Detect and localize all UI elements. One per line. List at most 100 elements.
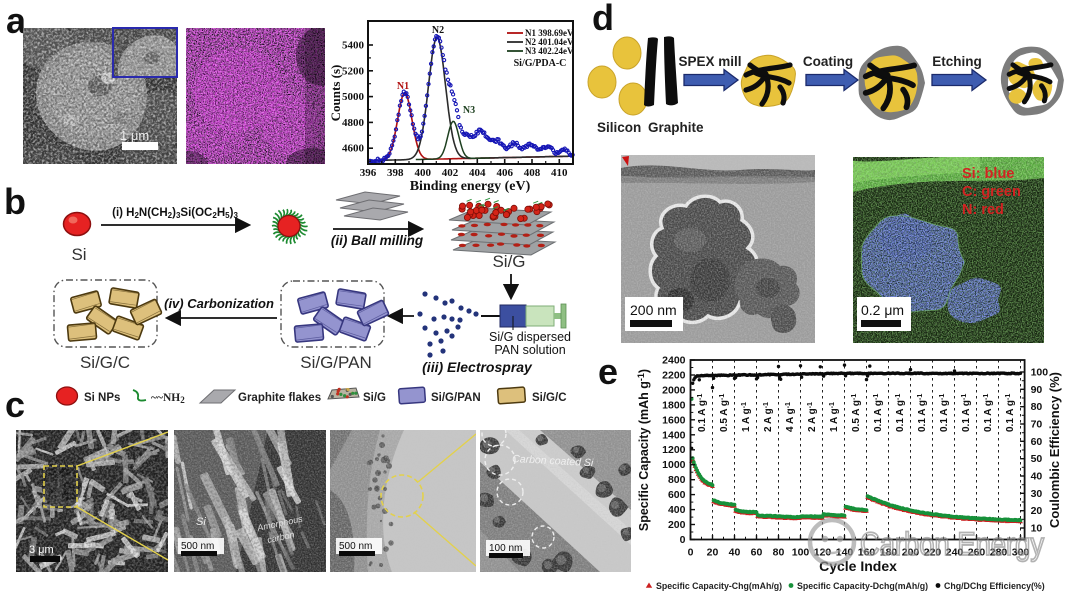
svg-text:0.1 A g-1: 0.1 A g-1 (917, 394, 928, 432)
svg-text:80: 80 (773, 547, 785, 559)
svg-text:Si/G: Si/G (363, 392, 386, 404)
svg-text:Si/G/C: Si/G/C (532, 392, 567, 404)
svg-text:Coulombic Efficiency (%): Coulombic Efficiency (%) (1047, 372, 1062, 528)
svg-text:Si/G/PDA-C: Si/G/PDA-C (514, 58, 567, 69)
svg-text:2 A g-1: 2 A g-1 (807, 402, 818, 432)
svg-text:Si/G/PAN: Si/G/PAN (300, 353, 371, 372)
svg-text:400: 400 (668, 504, 686, 516)
svg-text:260: 260 (968, 547, 986, 559)
svg-text:b: b (4, 181, 26, 222)
svg-text:180: 180 (880, 547, 898, 559)
svg-text:5400: 5400 (342, 40, 365, 52)
svg-text:0: 0 (680, 534, 686, 546)
svg-text:800: 800 (668, 474, 686, 486)
svg-text:Etching: Etching (932, 54, 982, 69)
svg-text:N2: N2 (432, 25, 444, 36)
svg-text:408: 408 (524, 167, 541, 179)
svg-text:Graphite: Graphite (648, 120, 704, 135)
svg-text:240: 240 (946, 547, 964, 559)
svg-text:Si: Si (196, 516, 206, 528)
svg-text:0.1 A g-1: 0.1 A g-1 (697, 394, 708, 432)
svg-text:398: 398 (387, 167, 404, 179)
svg-text:1200: 1200 (662, 444, 686, 456)
svg-text:300: 300 (1012, 547, 1030, 559)
svg-text:0.1 A g-1: 0.1 A g-1 (895, 394, 906, 432)
svg-text:100 nm: 100 nm (489, 543, 522, 554)
svg-text:4 A g-1: 4 A g-1 (785, 402, 796, 432)
svg-text:1 μm: 1 μm (120, 128, 149, 143)
svg-text:1800: 1800 (662, 399, 686, 411)
svg-text:30: 30 (1031, 488, 1043, 500)
svg-text:Si/G/C: Si/G/C (80, 353, 130, 372)
svg-text:396: 396 (360, 167, 377, 179)
svg-text:20: 20 (1031, 505, 1043, 517)
svg-text:500 nm: 500 nm (181, 541, 214, 552)
svg-text:0.1 A g-1: 0.1 A g-1 (983, 394, 994, 432)
svg-text:Si: Si (71, 245, 86, 264)
svg-text:60: 60 (1031, 436, 1043, 448)
svg-text:50: 50 (1031, 453, 1043, 465)
svg-text:1400: 1400 (662, 429, 686, 441)
svg-text:200 nm: 200 nm (630, 302, 677, 318)
svg-text:4600: 4600 (342, 143, 365, 155)
svg-text:410: 410 (551, 167, 568, 179)
svg-text:402: 402 (442, 167, 459, 179)
svg-text:C: green: C: green (962, 184, 1021, 200)
svg-text:c: c (5, 384, 25, 425)
svg-text:SPEX mill: SPEX mill (678, 54, 741, 69)
svg-text:0.2 μm: 0.2 μm (861, 302, 904, 318)
svg-text:160: 160 (858, 547, 876, 559)
svg-text:Si/G dispersed: Si/G dispersed (489, 330, 571, 344)
svg-text:400: 400 (414, 167, 431, 179)
svg-text:70: 70 (1031, 419, 1043, 431)
svg-text:90: 90 (1031, 384, 1043, 396)
svg-text:Si/G/PAN: Si/G/PAN (431, 392, 481, 404)
svg-text:3 μm: 3 μm (29, 544, 54, 556)
svg-text:N2 401.04eV: N2 401.04eV (525, 37, 574, 47)
svg-text:2 A g-1: 2 A g-1 (763, 402, 774, 432)
svg-text:0.1 A g-1: 0.1 A g-1 (1005, 394, 1016, 432)
svg-text:Si NPs: Si NPs (84, 392, 120, 404)
svg-text:40: 40 (1031, 471, 1043, 483)
svg-text:Graphite flakes: Graphite flakes (238, 392, 321, 404)
svg-text:(iv) Carbonization: (iv) Carbonization (164, 296, 274, 311)
svg-text:N1: N1 (397, 81, 409, 92)
svg-text:80: 80 (1031, 401, 1043, 413)
svg-text:2200: 2200 (662, 370, 686, 382)
svg-text:Silicon: Silicon (597, 120, 641, 135)
svg-text:5000: 5000 (342, 91, 365, 103)
svg-text:Carbon Energy: Carbon Energy (860, 526, 1044, 562)
svg-text:N3: N3 (463, 105, 475, 116)
svg-text:1 A g-1: 1 A g-1 (829, 402, 840, 432)
svg-text:100: 100 (792, 547, 810, 559)
svg-text:Specific Capacity-Dchg(mAh/g): Specific Capacity-Dchg(mAh/g) (797, 581, 928, 591)
svg-text:d: d (592, 0, 614, 38)
svg-text:200: 200 (668, 519, 686, 531)
svg-text:2000: 2000 (662, 384, 686, 396)
svg-text:N: red: N: red (962, 202, 1004, 218)
svg-text:5200: 5200 (342, 65, 365, 77)
svg-text:100: 100 (1031, 367, 1049, 379)
svg-text:N1 398.69eV: N1 398.69eV (525, 28, 574, 38)
svg-text:600: 600 (668, 489, 686, 501)
svg-text:0.5 A g-1: 0.5 A g-1 (851, 394, 862, 432)
svg-text:10: 10 (1031, 523, 1043, 535)
svg-text:1600: 1600 (662, 414, 686, 426)
svg-text:0.1 A g-1: 0.1 A g-1 (961, 394, 972, 432)
svg-text:N3 402.24eV: N3 402.24eV (525, 46, 574, 56)
svg-text:406: 406 (496, 167, 513, 179)
svg-text:1 A g-1: 1 A g-1 (741, 402, 752, 432)
svg-text:0: 0 (688, 547, 694, 559)
svg-text:0.1 A g-1: 0.1 A g-1 (873, 394, 884, 432)
svg-text:Binding energy (eV): Binding energy (eV) (410, 179, 531, 194)
svg-text:Chg/DChg Efficiency(%): Chg/DChg Efficiency(%) (944, 581, 1045, 591)
svg-text:220: 220 (924, 547, 942, 559)
svg-text:2400: 2400 (662, 355, 686, 367)
svg-text:(i) H2N(CH2)3Si(OC2H5)3: (i) H2N(CH2)3Si(OC2H5)3 (112, 207, 238, 220)
svg-text:40: 40 (729, 547, 741, 559)
svg-text:a: a (6, 0, 27, 41)
svg-text:PAN solution: PAN solution (494, 343, 565, 357)
svg-text:120: 120 (814, 547, 832, 559)
svg-text:Coating: Coating (803, 54, 853, 69)
svg-text:200: 200 (902, 547, 920, 559)
